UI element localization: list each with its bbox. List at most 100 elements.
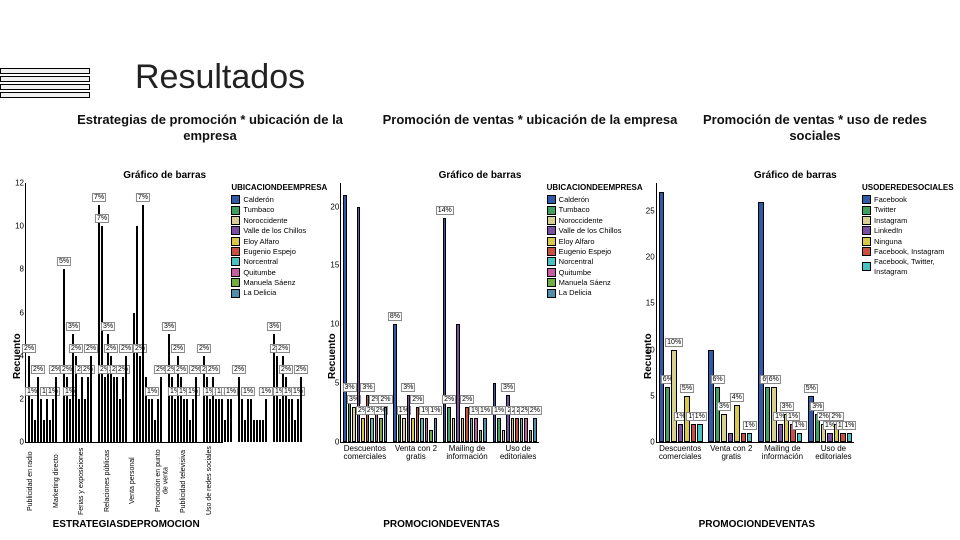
chart-caption: Gráfico de barras [325,170,634,181]
bar: 7% [142,205,144,442]
bar-group: 2%2%1%2%1%1%1%1% [203,183,232,442]
y-tick: 25 [646,206,655,215]
bar-group: 5%2%1%3%2%2%2%2% [63,183,92,442]
x-tick-label: Uso de editoriales [496,445,541,517]
bar: 4% [734,405,739,442]
chart-panel: Gráfico de barrasRecuento051015203%3%2%3… [325,170,634,530]
bar: 1% [209,399,211,442]
bar: 1% [227,399,229,442]
bar-pct-label: 3% [66,322,80,331]
legend-item: LinkedIn [862,226,950,235]
legend-swatch [862,195,871,204]
bar-group: 3%2%1%2%2%1%1%2% [168,183,197,442]
bar-group: 2%7%1%2% [133,183,162,442]
bar: 1% [847,433,852,442]
bar [241,399,243,442]
legend-swatch [547,226,556,235]
legend-swatch [547,278,556,287]
bar: 1% [265,399,267,442]
legend-swatch [862,237,871,246]
bar-pct-label: 2% [528,406,542,415]
bar: 1% [52,399,54,442]
bar: 1% [192,399,194,442]
bar [189,420,191,442]
x-tick-label: Venta con 2 gratis [393,445,438,517]
bar: 1% [247,399,249,442]
bar [40,399,42,442]
legend-label: LinkedIn [874,226,902,235]
bar [420,418,423,442]
legend-item: Calderón [547,195,635,204]
bar-pct-label: 1% [259,387,273,396]
x-tick-label: Publicidad en radio [27,445,47,517]
x-tick-label: Venta con 2 gratis [709,445,754,517]
bar: 2% [515,418,518,442]
legend-label: Facebook, Instagram [874,247,944,256]
x-tick-label: Mailing de información [444,445,489,517]
bar [452,418,455,442]
bar [224,420,226,442]
bar: 2% [37,377,39,442]
bar: 1% [279,399,281,442]
y-tick: 6 [20,308,24,317]
bar: 2% [533,418,536,442]
bar-pct-label: 2% [133,344,147,353]
legend-label: Calderón [559,195,589,204]
bar-pct-label: 2% [81,365,95,374]
bar-pct-label: 5% [804,384,818,393]
y-tick: 5 [335,379,339,388]
legend-swatch [547,206,556,215]
bar [133,313,135,443]
bar-pct-label: 2% [22,344,36,353]
bar-pct-label: 2% [279,365,293,374]
bar: 2% [87,377,89,442]
legend-label: Facebook [874,195,907,204]
x-tick-label: Publicidad televisiva [180,445,200,517]
bar: 2% [28,356,30,442]
bar: 6% [665,387,670,443]
x-tick-label: Uso de redes sociales [206,445,226,517]
bar-pct-label: 6% [711,375,725,384]
bar-pct-label: 3% [360,383,374,392]
legend-label: Tumbaco [559,205,590,214]
bar-pct-label: 1% [224,387,238,396]
chart-caption: Gráfico de barras [641,170,950,181]
bar [49,420,51,442]
bar: 2% [447,407,450,442]
bar-pct-label: 8% [388,312,402,321]
y-tick: 0 [335,438,339,447]
subtitle-2: Promoción de ventas * ubicación de la em… [380,112,680,128]
y-tick: 10 [15,222,24,231]
legend-swatch [547,216,556,225]
bar: 2% [300,377,302,442]
bar [294,420,296,442]
bar: 1% [174,399,176,442]
bar-pct-label: 2% [276,344,290,353]
legend-label: Twitter [874,205,896,214]
bar-pct-label: 1% [743,421,757,430]
plot-area: 051015203%3%2%3%2%2%2%2%8%1%3%2%1%1%14%2… [340,183,538,443]
bar-pct-label: 14% [436,206,454,215]
bar [186,399,188,442]
legend-label: Eugenio Espejo [559,247,612,256]
bar: 1% [497,418,500,442]
bar: 1% [434,418,437,442]
bar: 2% [81,377,83,442]
bar [154,420,156,442]
bar [659,192,664,442]
bar [34,420,36,442]
y-tick: 5 [650,391,654,400]
y-tick: 15 [646,299,655,308]
bar [479,430,482,442]
x-axis-label: PROMOCIONDEVENTAS [340,519,542,530]
x-tick-label: Mailing de información [760,445,805,517]
bar: 2% [55,377,57,442]
legend-item: Tumbaco [547,205,635,214]
legend-item: Quitumbe [547,268,635,277]
bar-group: 6%6%1%3%1%1% [758,183,802,442]
bar: 1% [778,424,783,443]
bar: 1% [218,399,220,442]
bar-pct-label: 1% [241,387,255,396]
bar-group: 3%2%1%2%2%1%1%2% [273,183,302,442]
legend-swatch [547,247,556,256]
